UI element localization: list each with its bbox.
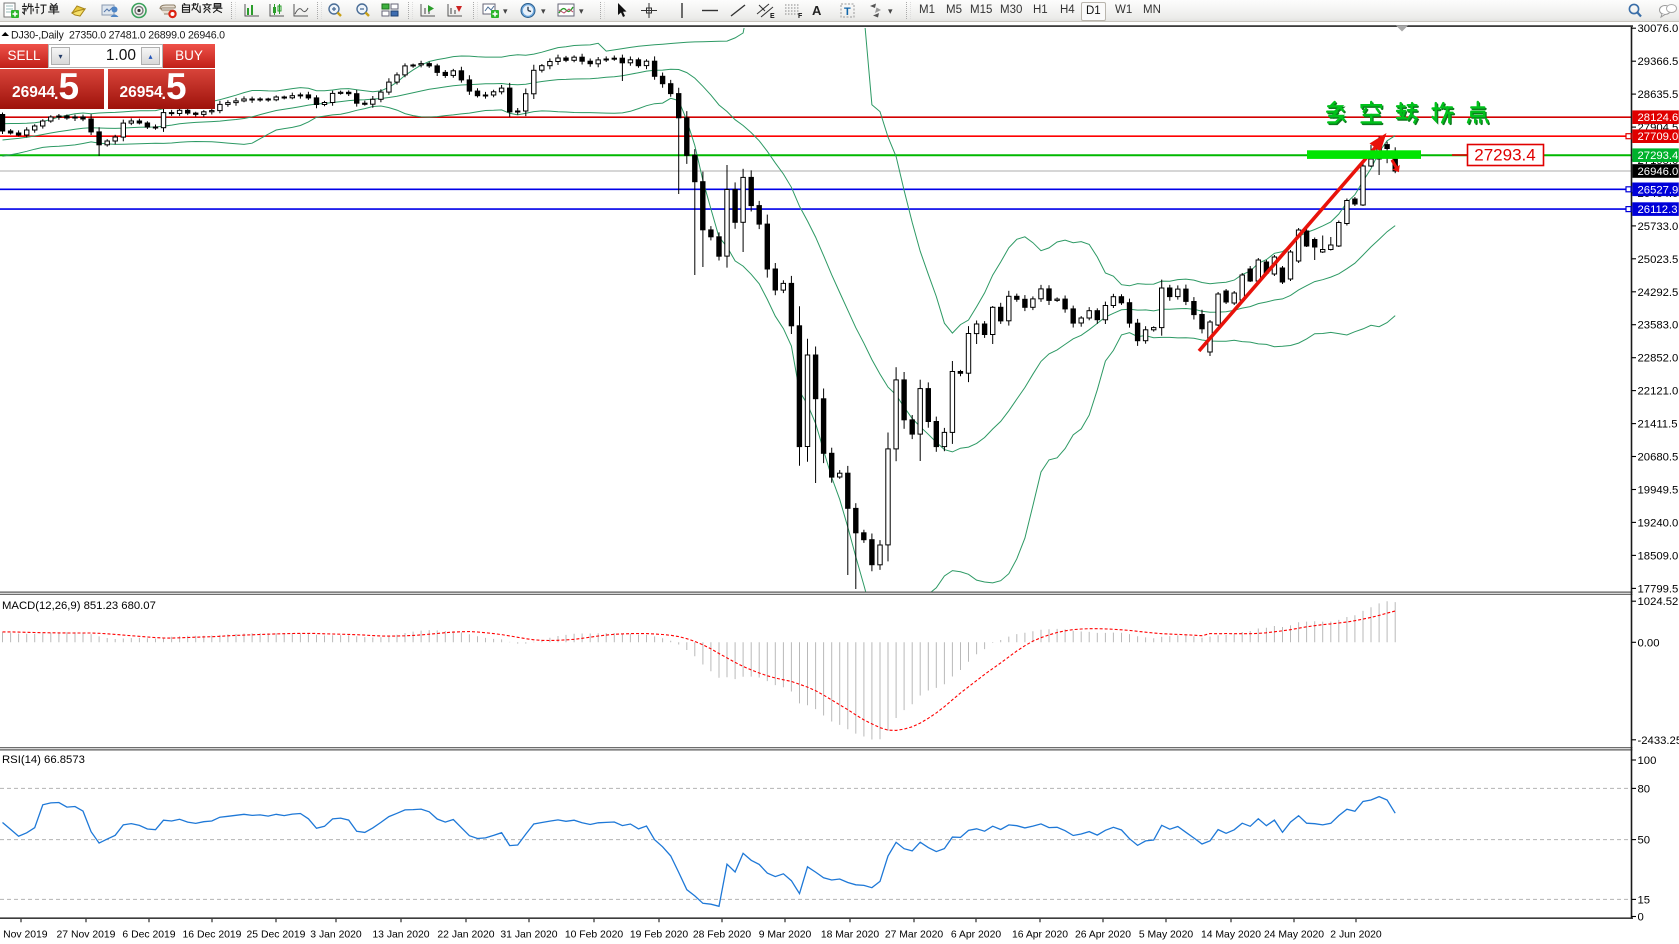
svg-text:22852.0: 22852.0 [1638, 353, 1679, 365]
svg-text:3 Nov 2019: 3 Nov 2019 [0, 930, 48, 941]
svg-text:24 May 2020: 24 May 2020 [1264, 930, 1324, 941]
svg-text:5 May 2020: 5 May 2020 [1139, 930, 1194, 941]
svg-text:16 Apr 2020: 16 Apr 2020 [1012, 930, 1068, 941]
svg-text:27293.4: 27293.4 [1474, 146, 1535, 165]
svg-text:17799.5: 17799.5 [1638, 583, 1679, 595]
svg-text:MACD(12,26,9) 851.23 680.07: MACD(12,26,9) 851.23 680.07 [2, 600, 156, 612]
svg-text:26112.3: 26112.3 [1638, 204, 1678, 216]
svg-text:25 Dec 2019: 25 Dec 2019 [247, 930, 306, 941]
svg-text:T: T [844, 6, 851, 18]
svg-text:6 Dec 2019: 6 Dec 2019 [122, 930, 175, 941]
svg-text:18509.0: 18509.0 [1638, 550, 1679, 562]
svg-text:20680.5: 20680.5 [1638, 452, 1679, 464]
svg-text:F: F [798, 13, 803, 19]
svg-text:31 Jan 2020: 31 Jan 2020 [500, 930, 557, 941]
svg-text:28 Feb 2020: 28 Feb 2020 [693, 930, 752, 941]
svg-text:50: 50 [1638, 835, 1651, 847]
svg-text:23583.0: 23583.0 [1638, 320, 1679, 332]
svg-text:30076.0: 30076.0 [1638, 23, 1679, 35]
svg-text:22121.0: 22121.0 [1638, 386, 1679, 398]
svg-text:19 Feb 2020: 19 Feb 2020 [630, 930, 689, 941]
svg-text:19949.5: 19949.5 [1638, 485, 1679, 497]
svg-text:27 Mar 2020: 27 Mar 2020 [885, 930, 944, 941]
svg-text:19240.0: 19240.0 [1638, 517, 1679, 529]
svg-text:28635.5: 28635.5 [1638, 89, 1679, 101]
svg-text:29366.5: 29366.5 [1638, 56, 1679, 68]
svg-text:1024.52: 1024.52 [1638, 596, 1679, 608]
svg-text:6 Apr 2020: 6 Apr 2020 [951, 930, 1001, 941]
svg-text:0: 0 [1638, 912, 1644, 924]
svg-text:DJ30-,Daily 27350.0 27481.0 2: DJ30-,Daily 27350.0 27481.0 26899.0 2694… [11, 30, 225, 42]
svg-text:10 Feb 2020: 10 Feb 2020 [565, 930, 624, 941]
svg-text:0.00: 0.00 [1638, 637, 1660, 649]
svg-text:28124.6: 28124.6 [1638, 112, 1679, 124]
svg-text:13 Jan 2020: 13 Jan 2020 [372, 930, 429, 941]
svg-text:26527.9: 26527.9 [1638, 184, 1679, 196]
svg-text:2 Jun 2020: 2 Jun 2020 [1330, 930, 1382, 941]
svg-text:27 Nov 2019: 27 Nov 2019 [57, 930, 116, 941]
svg-text:RSI(14) 66.8573: RSI(14) 66.8573 [2, 754, 85, 766]
svg-text:100: 100 [1638, 755, 1657, 767]
svg-text:27709.0: 27709.0 [1638, 131, 1679, 143]
svg-text:25023.5: 25023.5 [1638, 254, 1679, 266]
svg-text:E: E [770, 13, 775, 19]
svg-text:9 Mar 2020: 9 Mar 2020 [759, 930, 812, 941]
svg-text:3 Jan 2020: 3 Jan 2020 [310, 930, 362, 941]
svg-text:16 Dec 2019: 16 Dec 2019 [183, 930, 242, 941]
svg-text:80: 80 [1638, 783, 1651, 795]
svg-text:-2433.25: -2433.25 [1638, 735, 1679, 747]
svg-text:14 May 2020: 14 May 2020 [1201, 930, 1261, 941]
svg-text:18 Mar 2020: 18 Mar 2020 [821, 930, 880, 941]
svg-text:22 Jan 2020: 22 Jan 2020 [437, 930, 494, 941]
svg-text:24292.5: 24292.5 [1638, 287, 1679, 299]
svg-text:26946.0: 26946.0 [1638, 166, 1679, 178]
svg-text:26 Apr 2020: 26 Apr 2020 [1075, 930, 1131, 941]
svg-text:27293.4: 27293.4 [1638, 150, 1679, 162]
svg-text:15: 15 [1638, 894, 1651, 906]
svg-text:25733.0: 25733.0 [1638, 221, 1679, 233]
svg-text:21411.5: 21411.5 [1638, 419, 1678, 431]
